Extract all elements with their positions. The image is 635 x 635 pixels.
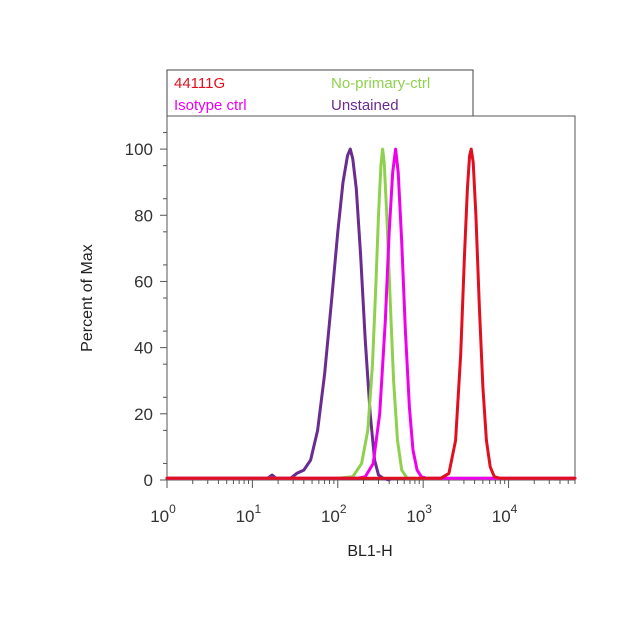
y-tick-label: 60: [134, 272, 153, 291]
series-layer: [165, 147, 577, 482]
legend-label-44111g: 44111G: [174, 75, 225, 92]
y-tick-label: 20: [134, 405, 153, 424]
x-tick-base: 10: [236, 507, 255, 526]
x-tick-exponent: 1: [255, 502, 262, 516]
x-tick-exponent: 3: [425, 502, 432, 516]
x-tick-label: 102: [321, 502, 347, 526]
x-tick-label: 101: [236, 502, 262, 526]
y-tick-label: 80: [134, 206, 153, 225]
legend-label-no-primary-ctrl: No-primary-ctrl: [331, 75, 430, 92]
x-tick-base: 10: [406, 507, 425, 526]
legend-label-isotype-ctrl: Isotype ctrl: [174, 97, 247, 114]
legend: 44111G No-primary-ctrl Isotype ctrl Unst…: [166, 69, 474, 117]
y-axis-title: Percent of Max: [79, 244, 96, 352]
x-tick-exponent: 0: [169, 502, 176, 516]
y-tick-label: 0: [144, 471, 153, 490]
x-axis-title: BL1-H: [347, 543, 392, 560]
x-tick-base: 10: [150, 507, 169, 526]
x-tick-base: 10: [492, 507, 511, 526]
x-tick-label: 104: [492, 502, 518, 526]
y-tick-label: 40: [134, 339, 153, 358]
y-tick-label: 100: [125, 140, 153, 159]
x-tick-label: 100: [150, 502, 176, 526]
series-line-no-primary-ctrl: [165, 147, 577, 480]
legend-box: [166, 69, 474, 117]
x-tick-base: 10: [321, 507, 340, 526]
x-tick-exponent: 4: [511, 502, 518, 516]
series-line-44111g: [165, 147, 577, 480]
x-tick-exponent: 2: [340, 502, 347, 516]
series-line-isotype-ctrl: [165, 147, 577, 480]
x-tick-label: 103: [406, 502, 432, 526]
legend-label-unstained: Unstained: [331, 97, 399, 114]
